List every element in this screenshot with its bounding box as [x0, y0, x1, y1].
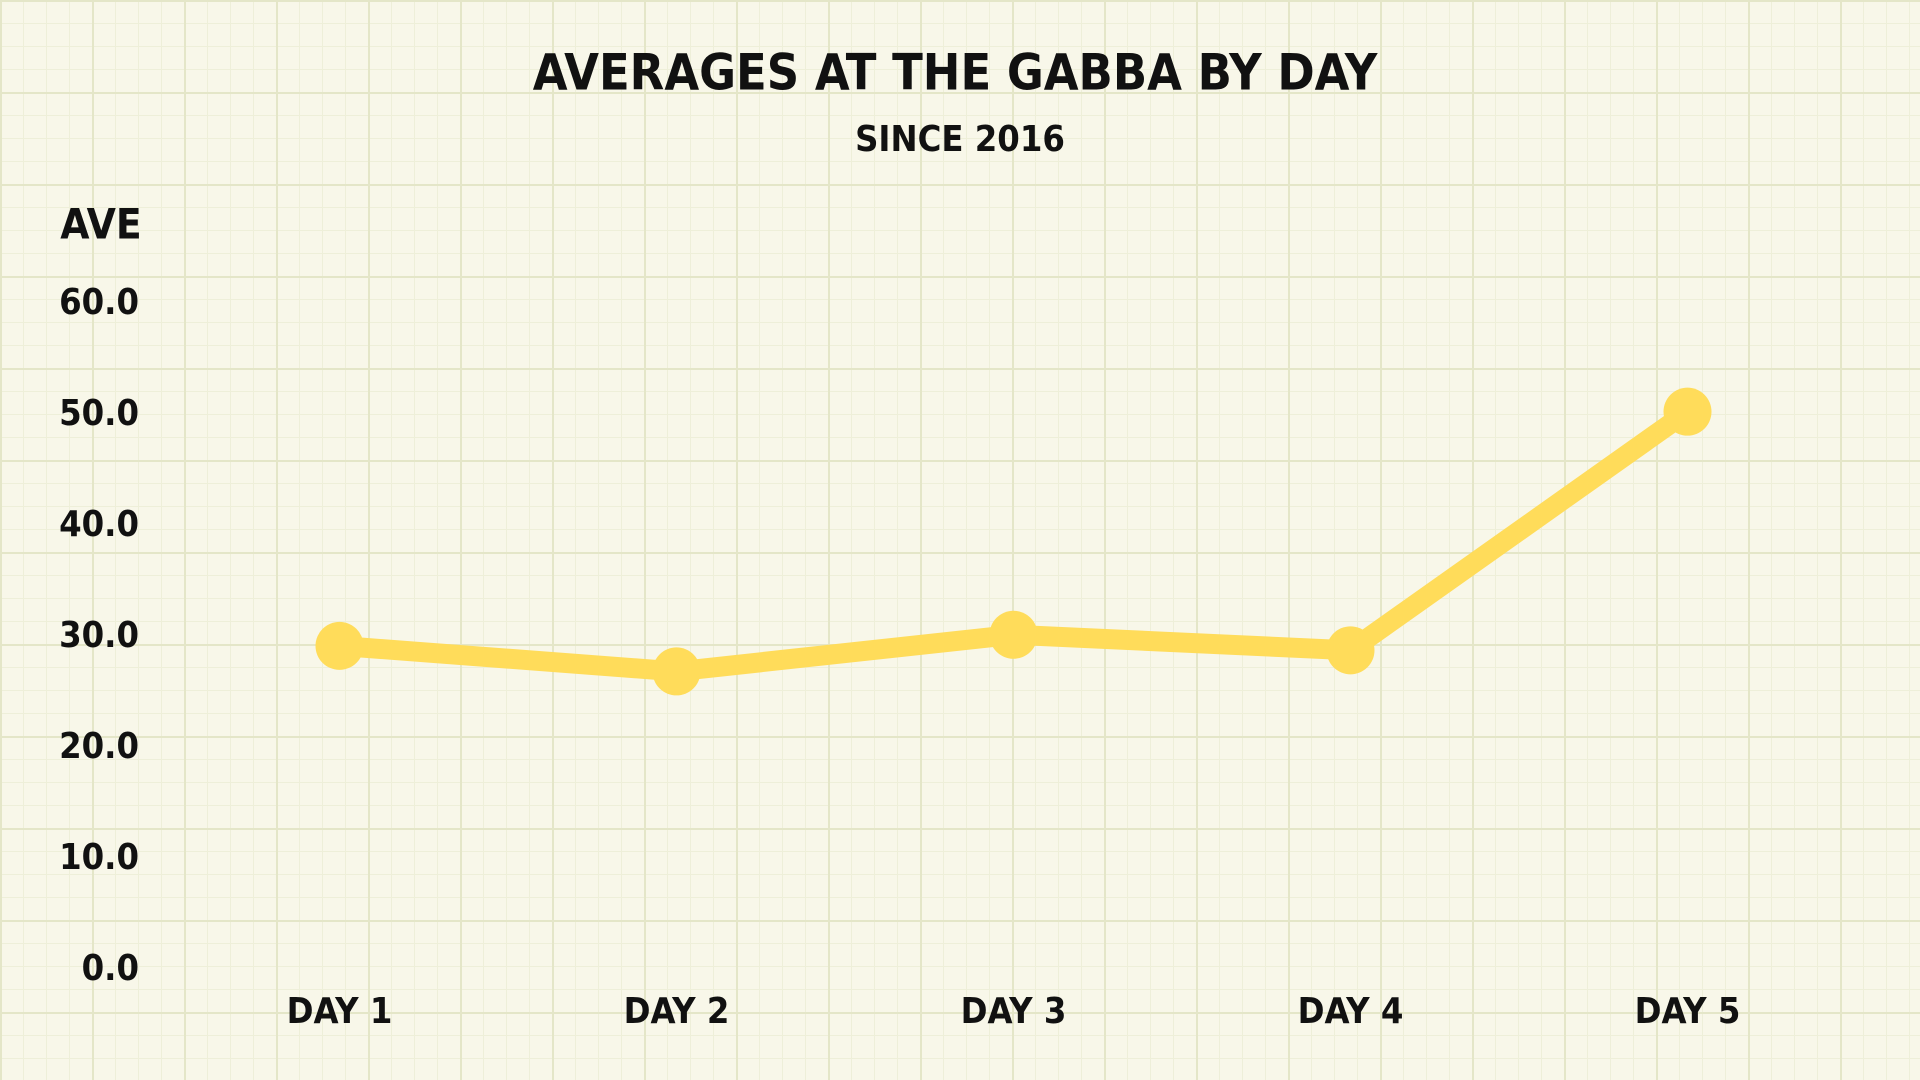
x-tick-label: DAY 5	[1635, 991, 1741, 1032]
data-point	[1663, 387, 1712, 436]
y-axis-label: AVE	[60, 200, 141, 249]
y-tick-label: 40.0	[59, 504, 139, 545]
x-tick-label: DAY 1	[287, 991, 393, 1032]
y-tick-label: 30.0	[59, 615, 139, 656]
data-point	[652, 647, 701, 696]
y-tick-label: 50.0	[59, 393, 139, 434]
chart-subtitle: SINCE 2016	[855, 119, 1065, 160]
y-tick-label: 20.0	[59, 726, 139, 767]
y-tick-label: 0.0	[82, 948, 139, 989]
x-tick-label: DAY 2	[624, 991, 730, 1032]
y-tick-label: 60.0	[59, 282, 139, 323]
y-tick-label: 10.0	[59, 837, 139, 878]
chart-title: AVERAGES AT THE GABBA BY DAY	[533, 44, 1379, 102]
data-point	[989, 610, 1038, 659]
data-point	[1326, 626, 1375, 675]
x-tick-label: DAY 4	[1298, 991, 1404, 1032]
data-point	[315, 621, 364, 670]
x-tick-label: DAY 3	[961, 991, 1067, 1032]
